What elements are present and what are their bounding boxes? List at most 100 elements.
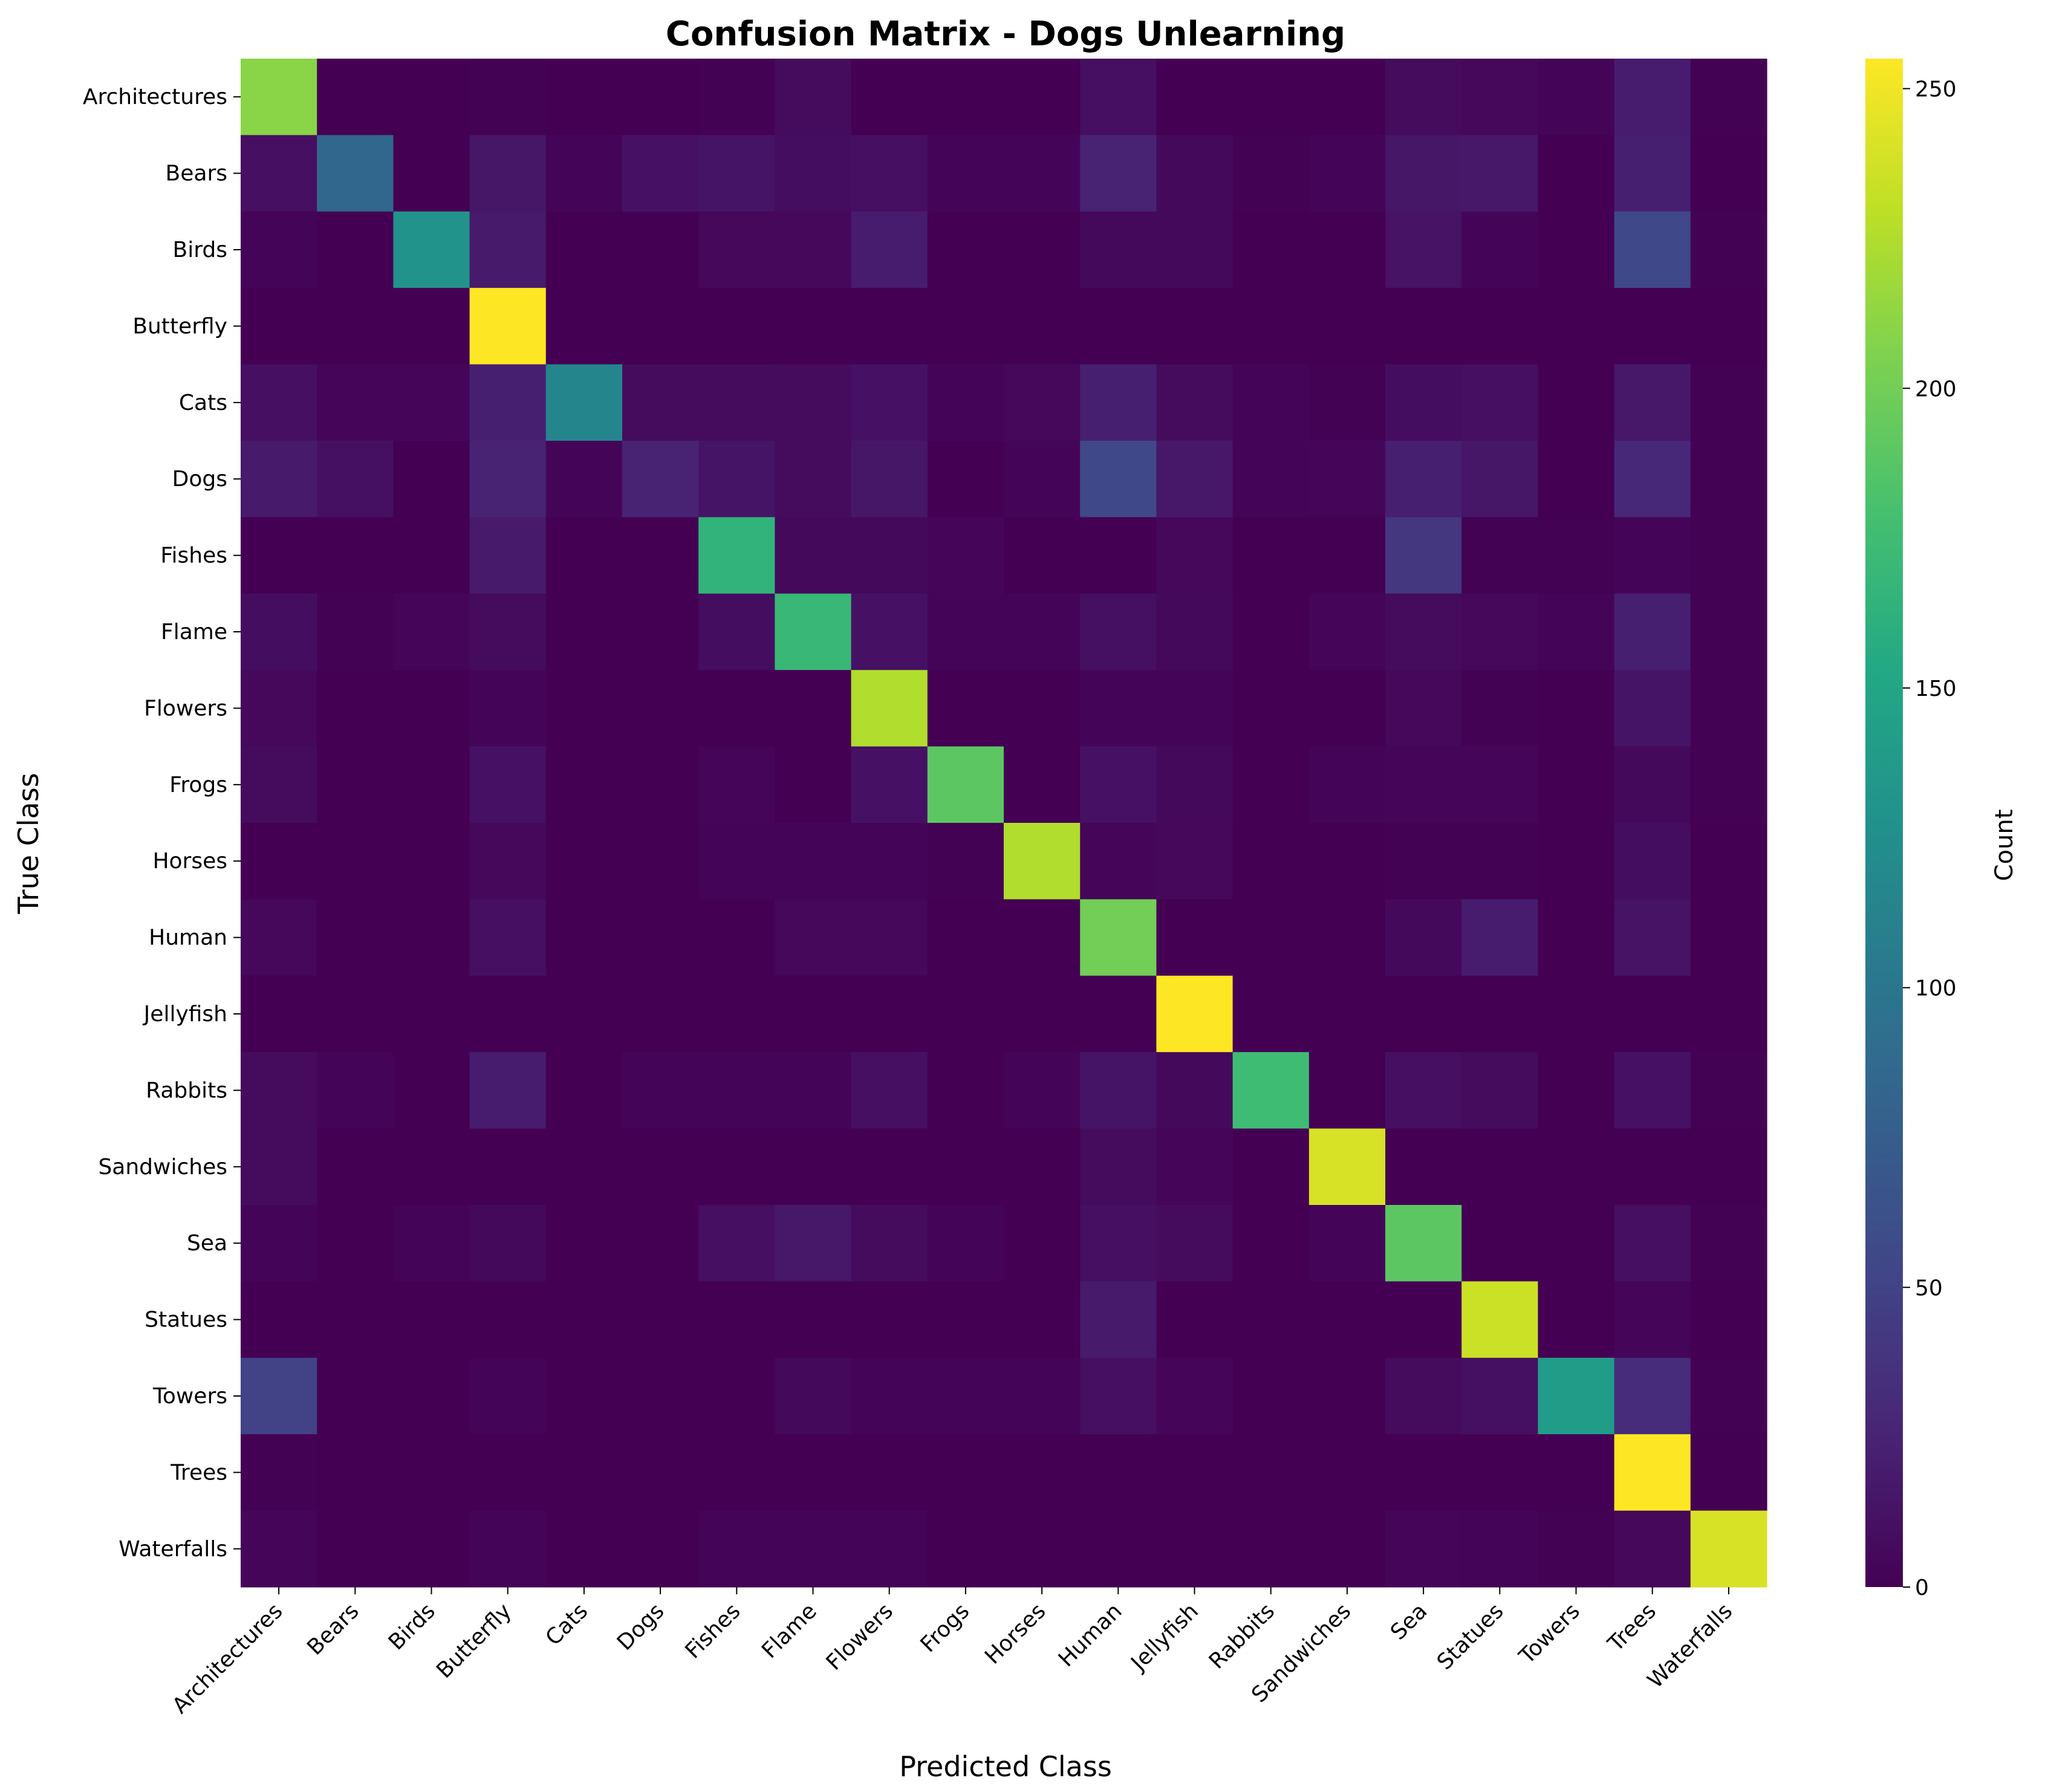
heatmap-cell [1690,1281,1767,1359]
heatmap-cell [1690,899,1767,976]
heatmap-cell [469,1357,547,1435]
heatmap-cell [1308,1510,1386,1588]
heatmap-cell [545,1128,623,1206]
heatmap-cell [775,975,852,1053]
heatmap-cell [545,1357,623,1435]
heatmap-cell [1156,670,1234,747]
heatmap-cell [1614,59,1691,135]
heatmap-cell [1538,1128,1615,1206]
heatmap-cell [698,441,775,518]
heatmap-cell [1156,211,1234,288]
heatmap-cell [241,746,317,823]
heatmap-cell [698,59,775,135]
heatmap-cell [1461,1281,1538,1359]
heatmap-cell [1004,593,1081,670]
heatmap-cell [1461,364,1538,441]
heatmap-cell [241,1052,317,1129]
heatmap-cell [1538,1205,1615,1282]
heatmap-cell [1614,899,1691,976]
heatmap-cell [1614,517,1691,594]
heatmap-cell [393,1434,470,1511]
heatmap-cell [1308,1205,1386,1282]
y-tick-label: Trees [170,1460,227,1485]
heatmap-cell [1614,364,1691,441]
heatmap-cell [851,1052,928,1129]
heatmap-cell [1538,670,1615,747]
heatmap-cell [927,59,1004,135]
heatmap-cell [317,1510,394,1588]
heatmap-cell [927,364,1004,441]
heatmap-cell [775,670,852,747]
y-tick-label: Sandwiches [98,1155,227,1180]
heatmap-cell [1461,1128,1538,1206]
heatmap-cell [317,1205,394,1282]
heatmap-cell [1385,1510,1462,1588]
heatmap-cell [1004,975,1081,1053]
heatmap-cell [622,899,699,976]
heatmap-cell [1080,1052,1157,1129]
heatmap-cell [1004,1128,1081,1206]
heatmap-cell [851,1510,928,1588]
heatmap-cell [1538,211,1615,288]
heatmap-cell [1080,975,1157,1053]
heatmap-cell [698,975,775,1053]
heatmap-cell [545,211,623,288]
heatmap-cell [1156,975,1234,1053]
heatmap-cell [1614,670,1691,747]
heatmap-cell [1156,1128,1234,1206]
heatmap-cell [698,135,775,212]
heatmap-cell [1690,975,1767,1053]
heatmap-cell [1690,593,1767,670]
heatmap-cell [241,593,317,670]
heatmap-cell [1461,899,1538,976]
heatmap-cell [1232,593,1310,670]
heatmap-cell [241,288,317,365]
heatmap-cell [622,746,699,823]
heatmap-cell [1690,1205,1767,1282]
heatmap-cell [241,1510,317,1588]
y-tick-label: Frogs [169,773,227,797]
colorbar: 0 50 100 150 200 250 [1865,59,1957,1600]
heatmap-cell [1308,364,1386,441]
heatmap-cell [775,211,852,288]
heatmap-cell [317,1128,394,1206]
colorbar-tick-label: 50 [1915,1276,1943,1300]
heatmap-cell [1614,593,1691,670]
heatmap-cell [1308,670,1386,747]
y-axis-ticks: Architectures Bears Birds Butterfly Cats Dogs… [83,85,241,1562]
heatmap-cell [317,593,394,670]
heatmap-cell [622,1434,699,1511]
heatmap-cell [1614,1128,1691,1206]
heatmap-cell [241,1281,317,1359]
y-tick-label: Statues [145,1308,227,1333]
heatmap-cell [851,899,928,976]
heatmap-cell [393,364,470,441]
heatmap-cell [851,1205,928,1282]
heatmap-cell [622,59,699,135]
heatmap-cell [927,517,1004,594]
heatmap-cell [1614,211,1691,288]
heatmap-cell [317,899,394,976]
heatmap-cell [1308,1281,1386,1359]
y-tick-label: Architectures [83,85,227,109]
heatmap-cell [1385,441,1462,518]
heatmap-cell [469,670,547,747]
heatmap-cell [622,1128,699,1206]
heatmap-cell [469,364,547,441]
heatmap-cell [241,441,317,518]
heatmap-cell [1232,746,1310,823]
heatmap-cell [469,211,547,288]
heatmap-cell [1308,1128,1386,1206]
heatmap-cell [393,746,470,823]
heatmap-cell [241,1357,317,1435]
heatmap-cell [851,1434,928,1511]
heatmap-cell [851,59,928,135]
y-tick-label: Fishes [160,544,227,568]
colorbar-tick-label: 250 [1915,77,1957,102]
heatmap-cell [1156,517,1234,594]
heatmap-cell [622,975,699,1053]
heatmap-cell [1461,593,1538,670]
heatmap-cell [1385,364,1462,441]
heatmap-cell [851,1128,928,1206]
heatmap-cell [927,1205,1004,1282]
